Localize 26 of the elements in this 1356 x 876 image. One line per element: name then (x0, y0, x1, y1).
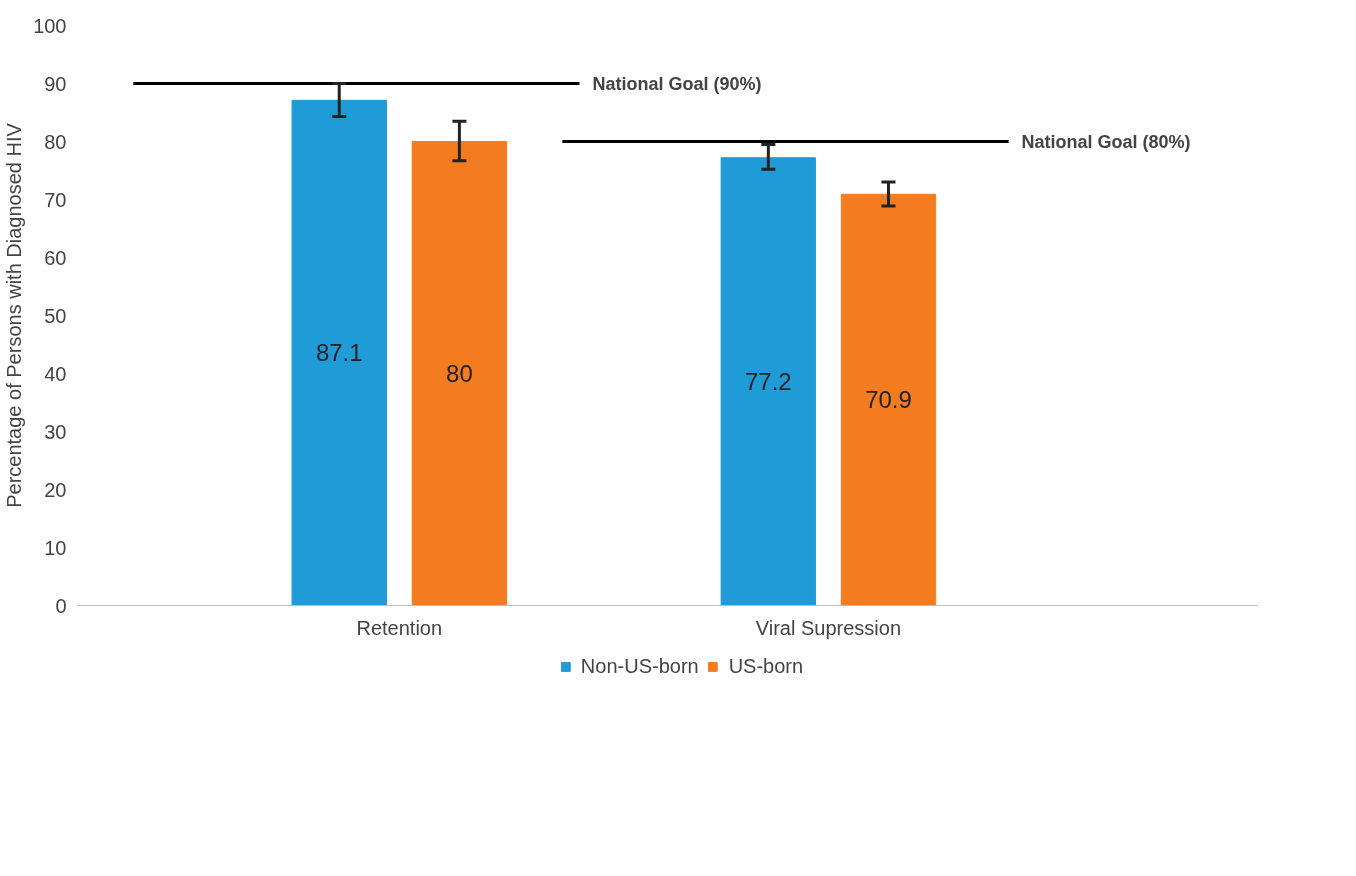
y-tick-label: 0 (55, 594, 67, 617)
y-tick-label: 70 (44, 188, 67, 211)
data-label: 70.9 (865, 386, 912, 414)
ref-line-label: National Goal (80%) (1021, 131, 1191, 152)
y-tick-label: 60 (44, 246, 67, 269)
legend-label: US-born (728, 654, 804, 678)
data-label: 77.2 (744, 368, 792, 396)
y-tick-label: 40 (44, 362, 67, 385)
y-axis-title: Percentage of Persons with Diagnosed HIV (3, 122, 26, 508)
data-label: 80 (446, 360, 473, 387)
data-label: 87.1 (315, 339, 363, 367)
bar (720, 157, 817, 606)
bar (840, 193, 937, 606)
y-tick-label: 50 (44, 304, 67, 327)
y-tick-label: 20 (44, 478, 67, 501)
y-tick-label: 100 (33, 14, 67, 37)
x-tick-label: Viral Supression (755, 616, 902, 639)
y-tick-label: 90 (44, 72, 67, 95)
bar (411, 141, 508, 606)
x-tick-label: Retention (356, 616, 443, 639)
y-tick-label: 80 (44, 130, 67, 153)
y-tick-label: 30 (44, 420, 67, 443)
legend-label: Non-US-born (580, 654, 699, 678)
bar (291, 99, 387, 606)
y-tick-label: 10 (44, 536, 67, 559)
ref-line-label: National Goal (90%) (592, 73, 762, 94)
